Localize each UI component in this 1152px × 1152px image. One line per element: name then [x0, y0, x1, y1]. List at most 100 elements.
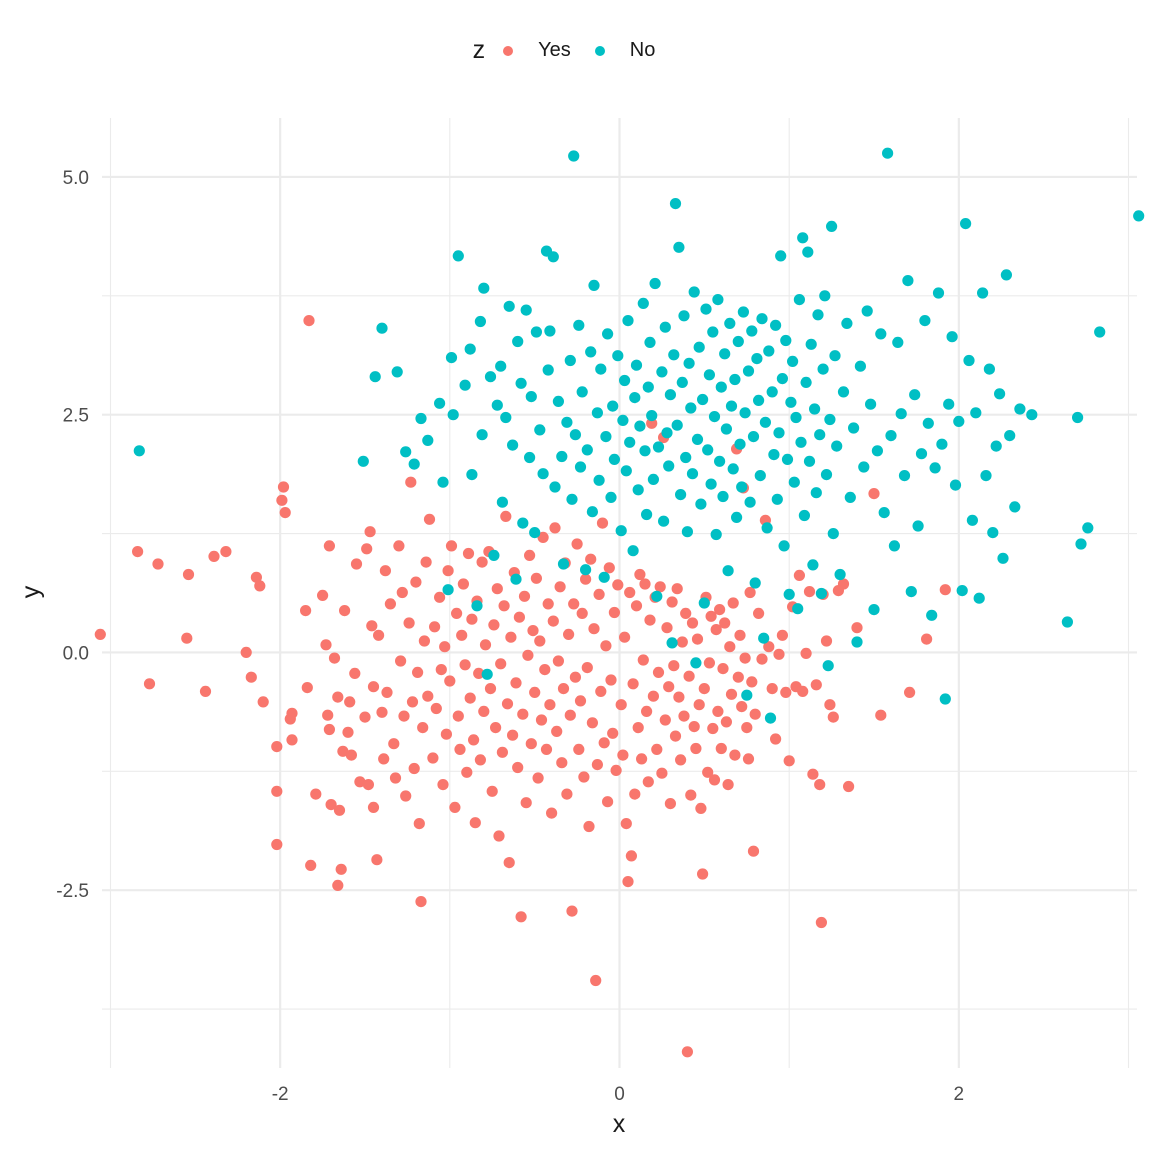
point-yes — [300, 605, 312, 617]
point-no — [1061, 616, 1073, 628]
point-yes — [418, 635, 430, 647]
point-no — [771, 493, 783, 505]
point-no — [837, 386, 850, 398]
grid — [102, 118, 1137, 1068]
point-yes — [405, 476, 417, 488]
point-no — [797, 232, 809, 244]
point-no — [445, 352, 458, 364]
point-no — [690, 657, 702, 669]
point-yes — [454, 743, 466, 756]
point-no — [717, 490, 729, 503]
point-no — [622, 315, 634, 327]
point-yes — [427, 752, 439, 764]
point-no — [719, 348, 731, 360]
point-no — [815, 587, 828, 600]
point-yes — [429, 621, 441, 633]
point-yes — [378, 753, 390, 765]
point-yes — [518, 590, 531, 602]
point-no — [708, 411, 721, 423]
legend-label-yes: Yes — [538, 39, 571, 61]
point-no — [608, 453, 621, 465]
point-no — [357, 455, 369, 467]
point-yes — [615, 699, 627, 711]
point-yes — [430, 702, 442, 715]
point-yes — [506, 729, 519, 741]
point-yes — [532, 772, 544, 784]
point-no — [710, 528, 722, 541]
point-yes — [868, 488, 880, 500]
point-yes — [921, 633, 933, 645]
point-no — [871, 445, 884, 457]
point-no — [437, 476, 449, 488]
point-no — [817, 363, 829, 375]
point-yes — [625, 850, 638, 862]
point-yes — [703, 657, 716, 669]
point-yes — [742, 753, 755, 765]
point-no — [792, 603, 804, 615]
x-tick-label: -2 — [272, 1084, 289, 1105]
point-no — [484, 371, 497, 383]
point-yes — [652, 666, 665, 679]
point-no — [793, 294, 806, 306]
point-no — [1000, 269, 1013, 281]
point-yes — [632, 722, 644, 734]
point-yes — [595, 685, 607, 698]
legend-label-no: No — [629, 39, 656, 61]
point-no — [495, 360, 507, 372]
point-no — [464, 343, 476, 355]
point-no — [593, 474, 605, 486]
point-yes — [668, 660, 680, 672]
point-yes — [276, 494, 288, 506]
point-yes — [449, 801, 461, 814]
point-no — [826, 220, 838, 232]
point-yes — [373, 629, 385, 641]
point-yes — [617, 749, 629, 761]
point-yes — [725, 688, 738, 700]
point-yes — [717, 663, 729, 675]
point-no — [634, 420, 646, 432]
point-yes — [442, 565, 454, 577]
point-yes — [435, 664, 447, 676]
point-no — [447, 409, 459, 421]
point-no — [697, 393, 709, 406]
point-yes — [422, 690, 434, 702]
point-yes — [349, 667, 361, 680]
point-yes — [412, 666, 424, 679]
point-no — [742, 365, 755, 377]
point-no — [805, 338, 817, 350]
point-yes — [361, 543, 373, 555]
point-no — [669, 198, 682, 210]
point-yes — [332, 879, 344, 892]
point-yes — [800, 647, 812, 660]
point-no — [788, 476, 800, 488]
point-yes — [271, 741, 283, 753]
point-no — [827, 528, 839, 540]
point-no — [848, 422, 860, 434]
point-no — [932, 287, 945, 299]
point-yes — [569, 671, 582, 683]
point-no — [861, 305, 873, 317]
point-no — [466, 469, 478, 481]
point-no — [481, 668, 493, 680]
tick-labels: -2 0 2 -2.5 0.0 2.5 5.0 — [56, 168, 964, 1105]
point-no — [1026, 409, 1038, 421]
point-yes — [578, 771, 590, 783]
point-yes — [469, 817, 481, 829]
point-yes — [501, 698, 514, 710]
point-no — [764, 712, 777, 724]
point-yes — [556, 757, 568, 769]
point-no — [566, 493, 578, 505]
point-yes — [557, 683, 570, 695]
point-yes — [722, 779, 734, 791]
point-yes — [598, 737, 610, 749]
point-no — [761, 522, 773, 534]
point-no — [422, 434, 434, 446]
point-no — [960, 218, 972, 230]
point-yes — [462, 547, 475, 560]
point-no — [549, 481, 561, 493]
point-no — [408, 458, 420, 470]
point-yes — [827, 711, 839, 723]
point-yes — [476, 556, 488, 568]
point-yes — [693, 699, 705, 711]
point-yes — [770, 733, 782, 745]
